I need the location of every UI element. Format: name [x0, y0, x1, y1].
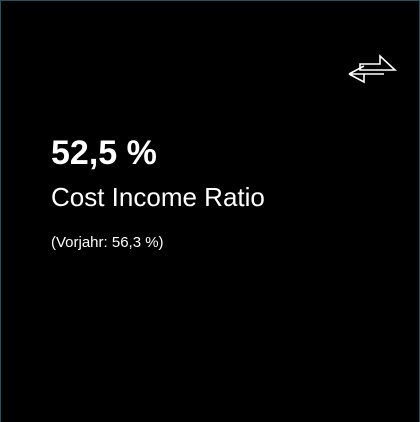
arrow-right — [359, 54, 398, 71]
kpi-previous: (Vorjahr: 56,3 %) — [51, 234, 164, 251]
kpi-label: Cost Income Ratio — [51, 182, 265, 212]
swap-icon[interactable] — [346, 51, 398, 93]
kpi-value: 52,5 % — [51, 134, 157, 172]
arrow-left — [348, 65, 384, 84]
